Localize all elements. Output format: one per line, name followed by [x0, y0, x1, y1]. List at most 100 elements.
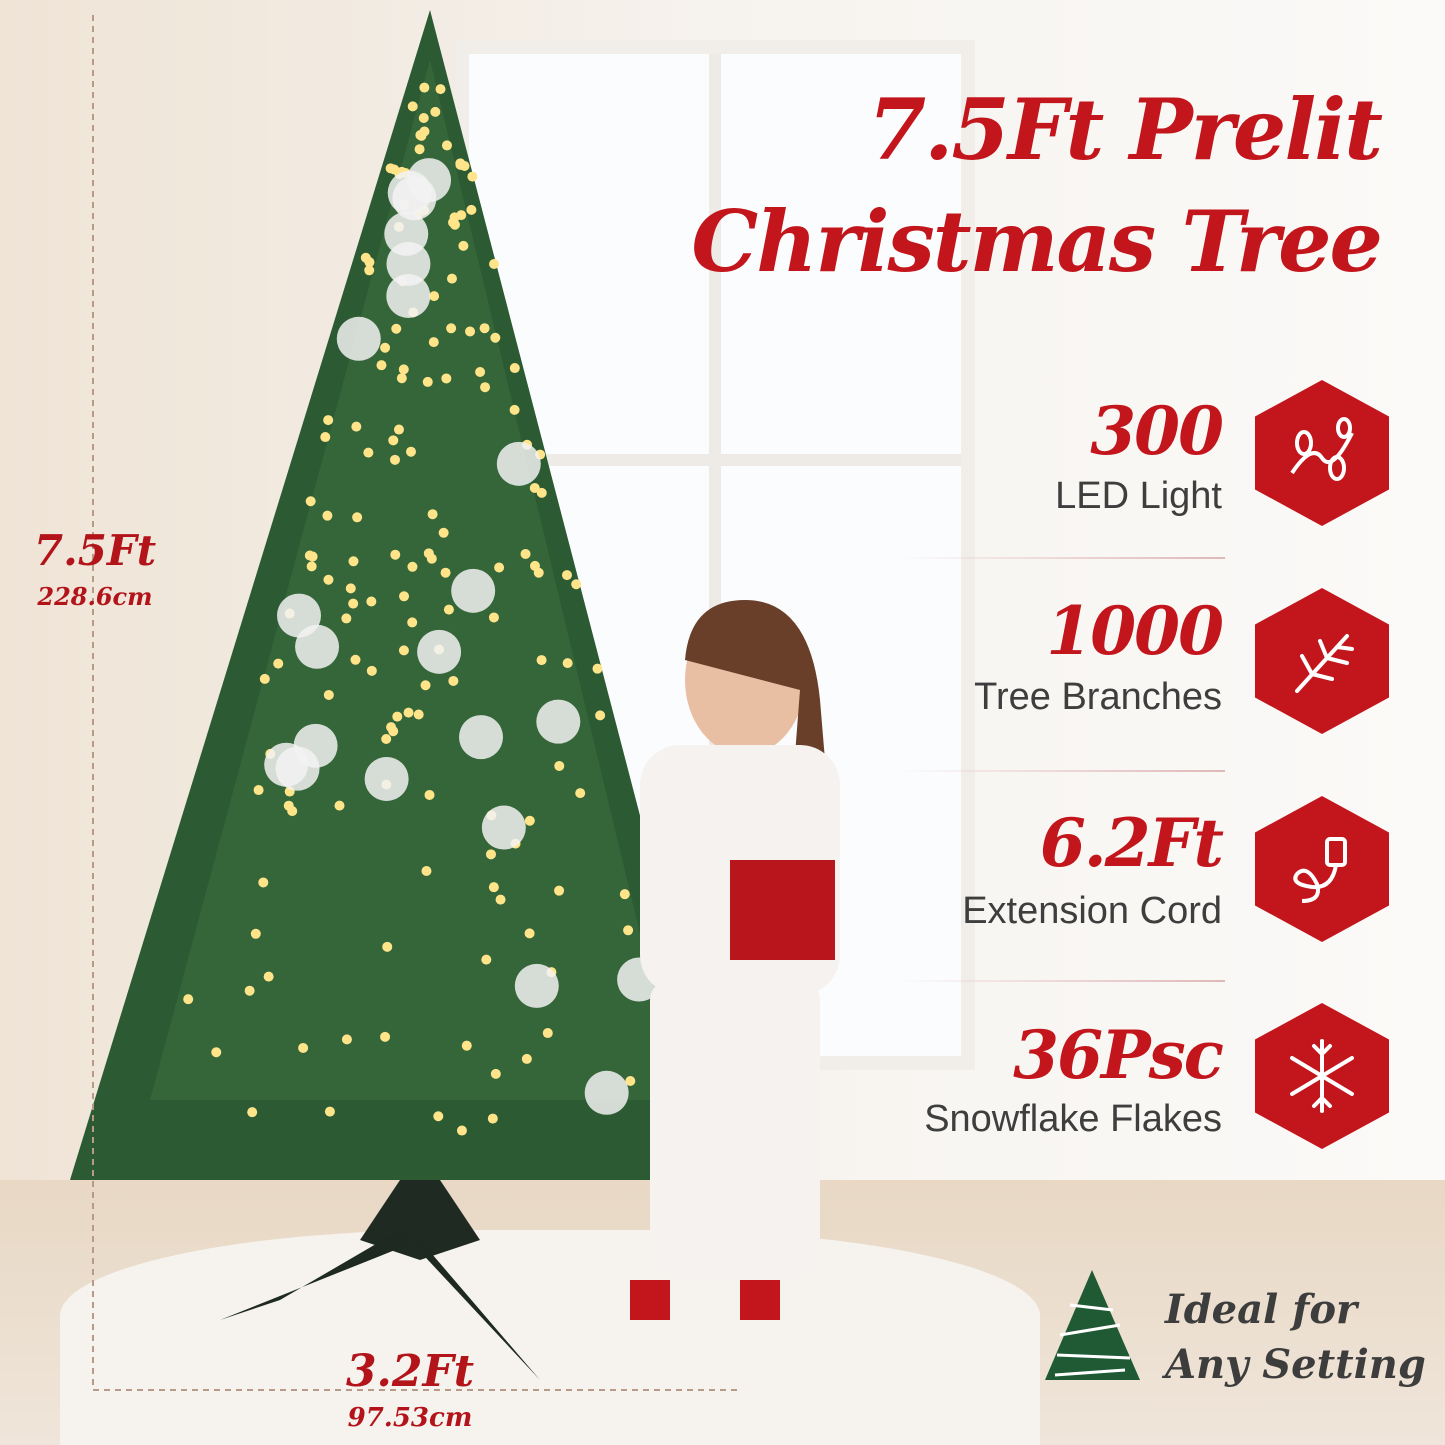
tree-light: [494, 562, 505, 573]
snowflake-ornament: [451, 568, 496, 613]
tree-light: [322, 510, 333, 521]
tree-light: [521, 1053, 532, 1064]
tree-light: [428, 337, 439, 348]
feature-label: LED Light: [1055, 475, 1222, 517]
snowflake-ornament: [584, 1070, 629, 1115]
tree-light: [488, 612, 499, 623]
feature-number: 300: [1090, 392, 1224, 470]
snowflake-ornament: [293, 723, 338, 768]
tree-light: [306, 561, 317, 572]
tree-light: [360, 252, 371, 263]
tree-light: [381, 733, 392, 744]
width-cm: 97.53cm: [347, 1403, 473, 1433]
tree-light: [250, 928, 261, 939]
tree-light: [414, 144, 425, 155]
tree-light: [448, 675, 459, 686]
tree-light: [481, 954, 492, 965]
tree-light: [382, 941, 393, 952]
tree-light: [489, 259, 500, 270]
tree-light: [430, 106, 441, 117]
tree-light: [392, 711, 403, 722]
snowflake-icon: [1255, 1003, 1389, 1149]
tree-light: [509, 363, 520, 374]
feature-label: Tree Branches: [974, 676, 1222, 718]
tree-light: [259, 673, 270, 684]
tree-light: [490, 1068, 501, 1079]
tree-light: [490, 332, 501, 343]
tree-light: [441, 373, 452, 384]
tree-light: [415, 130, 426, 141]
feature-label: Extension Cord: [962, 890, 1222, 932]
tree-light: [323, 574, 334, 585]
tree-light: [351, 421, 362, 432]
tree-light: [440, 567, 451, 578]
power-cord-icon: [1255, 796, 1389, 942]
tree-light: [389, 454, 400, 465]
tree-light: [406, 446, 417, 457]
tree-light: [376, 360, 387, 371]
snowflake-ornament: [514, 963, 559, 1008]
tree-light: [352, 512, 363, 523]
divider: [900, 557, 1225, 559]
tree-light: [320, 432, 331, 443]
snowflake-ornament: [364, 756, 409, 801]
tree-light: [244, 985, 255, 996]
tree-light: [592, 663, 603, 674]
tree-light: [393, 424, 404, 435]
tree-light: [487, 1113, 498, 1124]
tree-light: [554, 760, 565, 771]
tree-light: [424, 789, 435, 800]
feature-number: 6.2Ft: [1039, 804, 1224, 882]
tree-light: [399, 591, 410, 602]
tree-light: [334, 800, 345, 811]
tree-light: [542, 1028, 553, 1039]
tree-light: [429, 291, 440, 302]
tree-light: [407, 617, 418, 628]
tree-light: [391, 323, 402, 334]
tree-light: [253, 785, 264, 796]
tree-light: [495, 894, 506, 905]
snowflake-ornament: [496, 441, 541, 486]
tree-light: [348, 598, 359, 609]
tree-light: [258, 877, 269, 888]
child-photo: [630, 600, 840, 1320]
snowflake-ornament: [459, 715, 504, 760]
rug: [60, 1230, 1040, 1445]
tree-light: [403, 707, 414, 718]
tree-light: [298, 1042, 309, 1053]
height-ft: 7.5Ft: [33, 526, 157, 575]
snowflake-ornament: [417, 629, 462, 674]
title-line-1: 7.5Ft Prelit: [867, 80, 1383, 179]
badge-line-2: Any Setting: [1165, 1341, 1426, 1388]
string-lights-icon: [1255, 380, 1389, 526]
divider: [900, 770, 1225, 772]
tree-light: [433, 1111, 444, 1122]
tree-light: [247, 1107, 258, 1118]
tree-light: [461, 1040, 472, 1051]
tree-light: [398, 364, 409, 375]
tree-light: [183, 994, 194, 1005]
tree-light: [595, 710, 606, 721]
tree-light: [305, 496, 316, 507]
tree-light: [323, 415, 334, 426]
tree-light: [427, 509, 438, 520]
branch-icon: [1255, 588, 1389, 734]
snowflake-ornament: [276, 593, 321, 638]
christmas-tree-icon: [1045, 1270, 1140, 1380]
tree-light: [366, 665, 377, 676]
tree-light: [456, 1125, 467, 1136]
tree-light: [480, 382, 491, 393]
tree-light: [380, 342, 391, 353]
tree-light: [366, 596, 377, 607]
tree-light: [350, 654, 361, 665]
tree-light: [575, 788, 586, 799]
tree-light: [386, 722, 397, 733]
feature-number: 1000: [1046, 592, 1224, 670]
tree-light: [435, 84, 446, 95]
tree-light: [455, 158, 466, 169]
tree-light: [488, 882, 499, 893]
snowflake-ornament: [481, 805, 526, 850]
tree-light: [438, 527, 449, 538]
tree-light: [363, 447, 374, 458]
